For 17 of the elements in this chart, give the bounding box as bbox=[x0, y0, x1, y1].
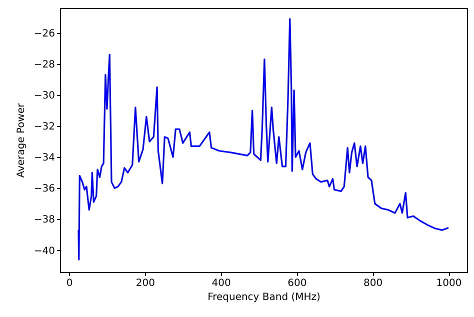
y-tick-label: −34 bbox=[34, 152, 55, 164]
x-tick-label: 200 bbox=[136, 278, 155, 289]
x-axis-title: Frequency Band (MHz) bbox=[208, 292, 321, 303]
y-tick-label: −32 bbox=[34, 122, 55, 133]
x-tick-label: 0 bbox=[66, 278, 73, 289]
y-tick-label: −38 bbox=[34, 214, 55, 226]
x-tick-label: 800 bbox=[364, 278, 383, 289]
y-tick-label: −30 bbox=[34, 90, 55, 102]
y-tick-label: −36 bbox=[34, 184, 55, 195]
x-tick-label: 600 bbox=[288, 278, 307, 289]
x-tick-label: 400 bbox=[212, 278, 231, 289]
y-axis-title: Average Power bbox=[16, 102, 27, 178]
x-tick-label: 1000 bbox=[436, 278, 462, 289]
y-tick-label: −40 bbox=[34, 246, 55, 257]
y-tick-label: −26 bbox=[34, 28, 55, 40]
line-series bbox=[78, 18, 450, 260]
y-tick-label: −28 bbox=[34, 59, 55, 70]
